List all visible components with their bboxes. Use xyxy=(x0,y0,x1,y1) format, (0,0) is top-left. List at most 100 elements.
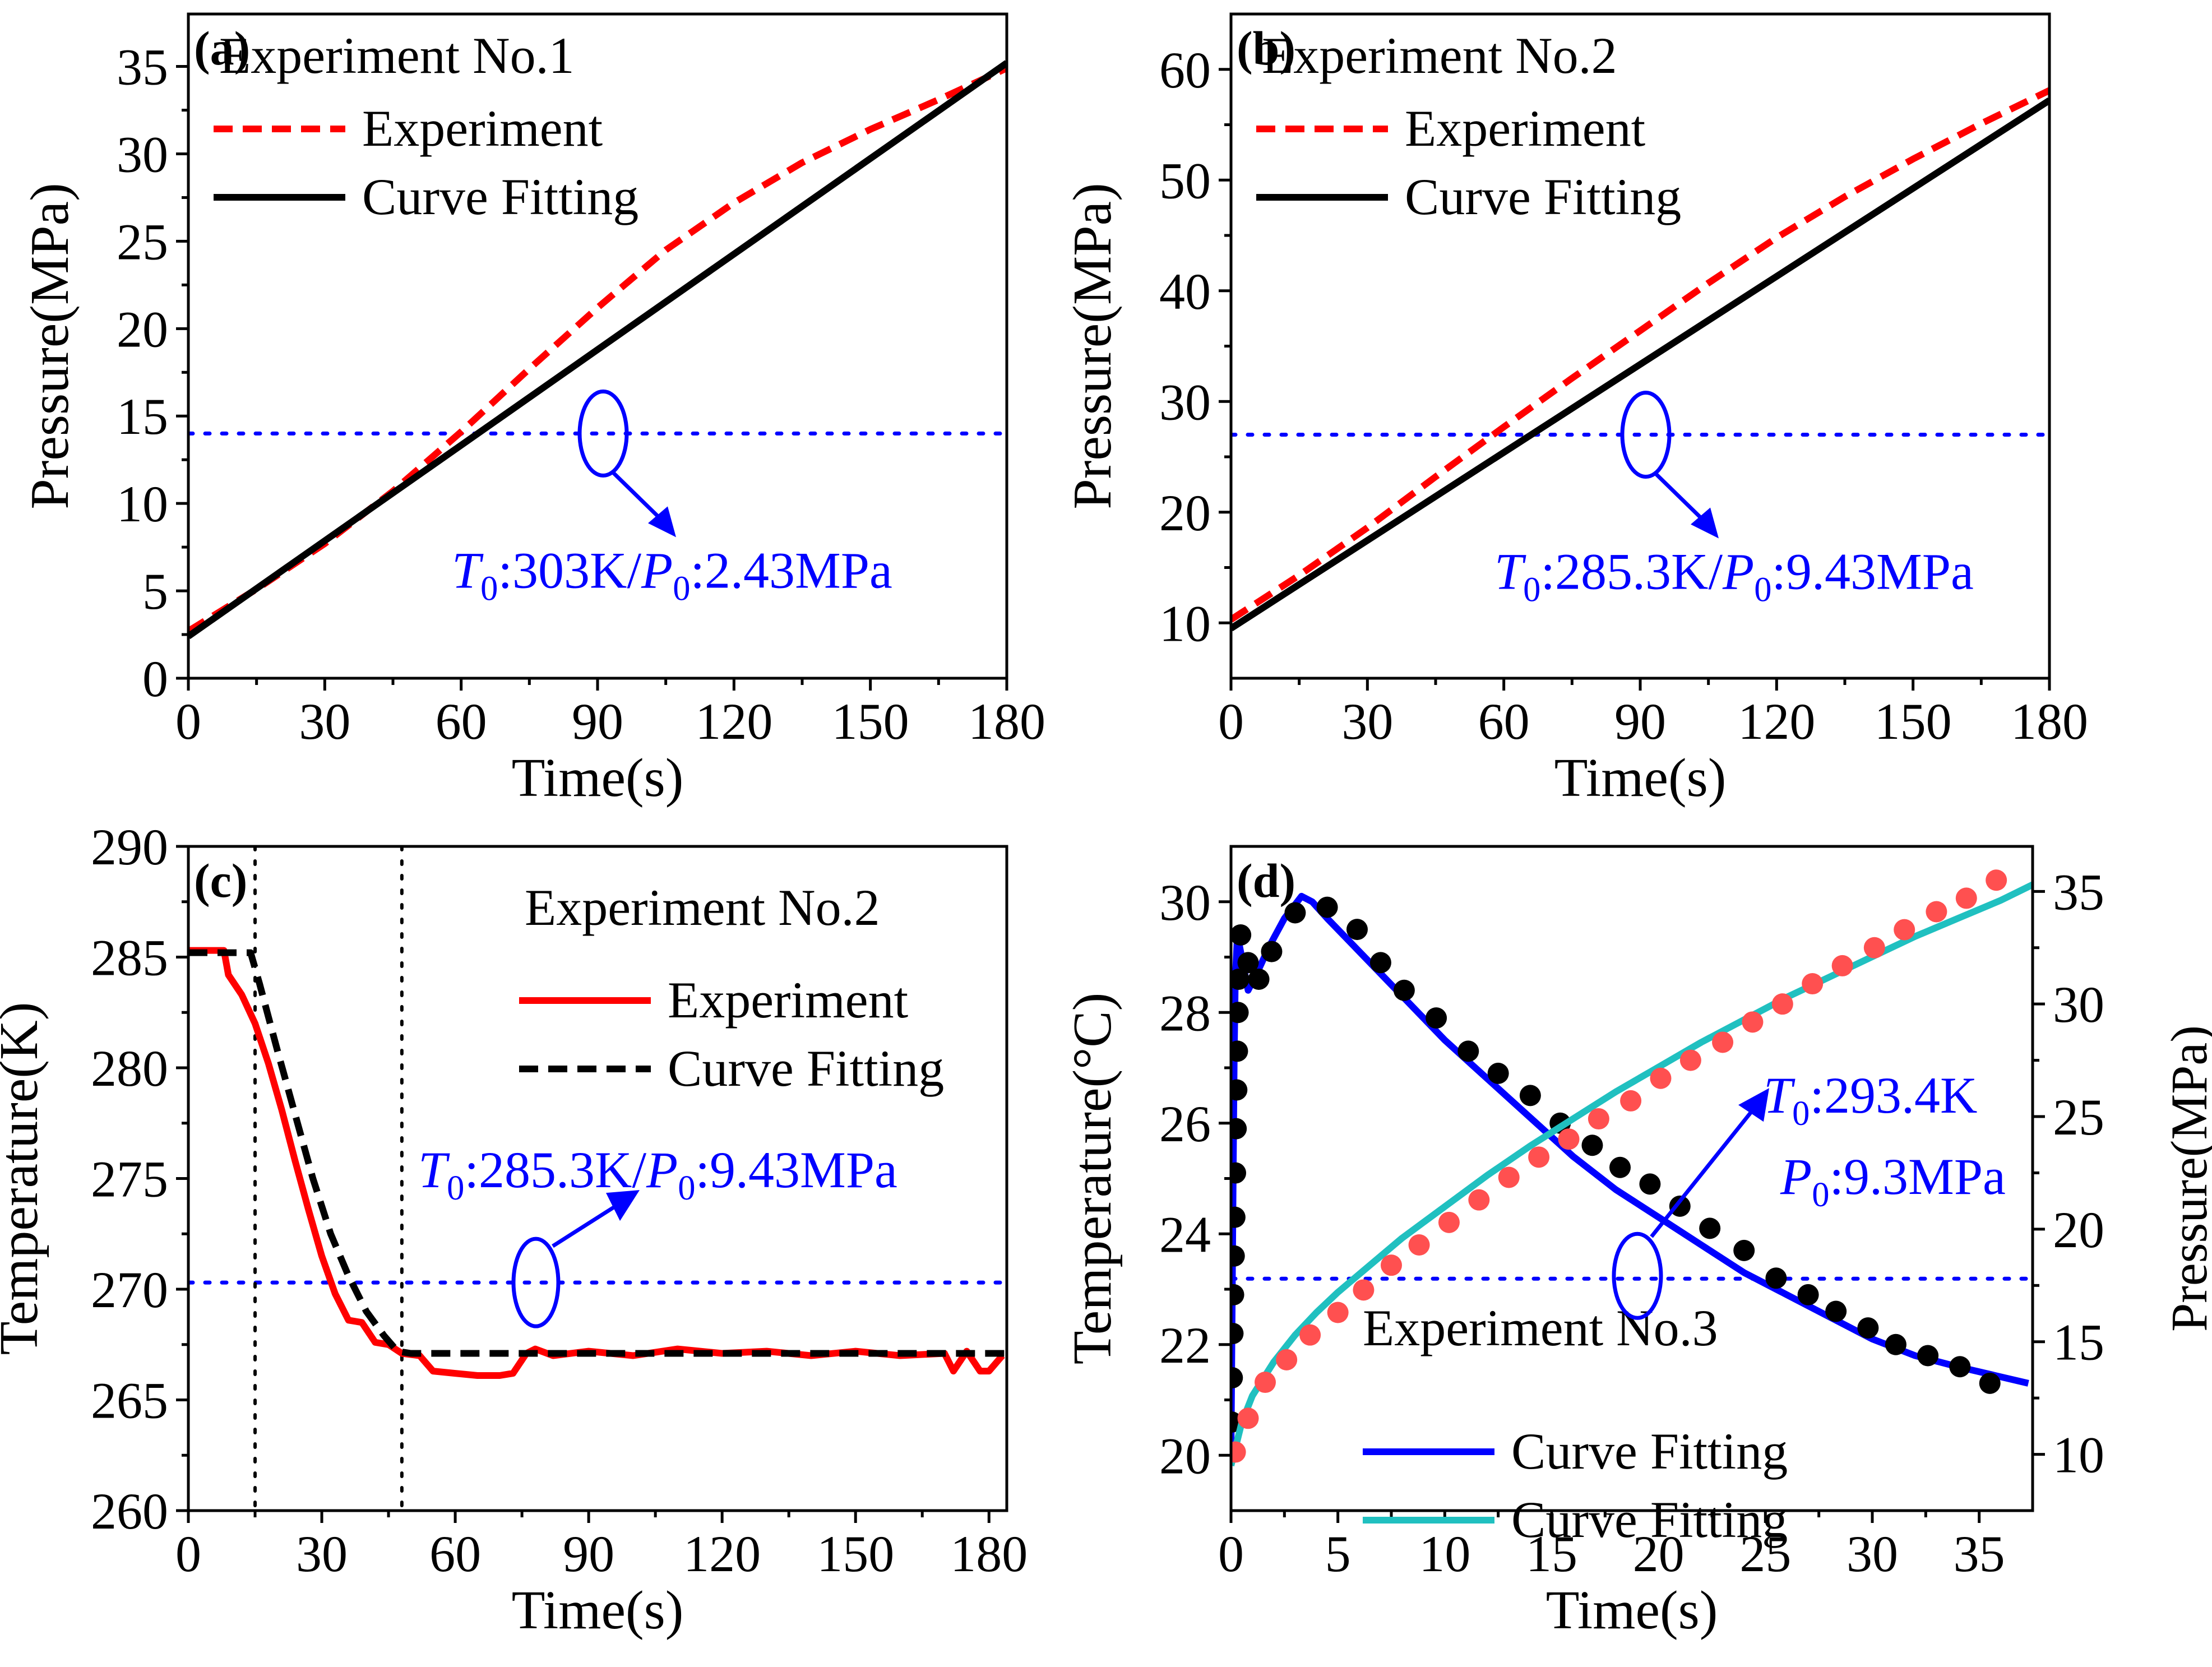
y-right-tick-label: 35 xyxy=(2053,863,2104,920)
data-point xyxy=(1237,1407,1259,1429)
x-tick-label: 20 xyxy=(1633,1525,1685,1582)
data-point xyxy=(1231,1245,1245,1267)
x-tick-label: 60 xyxy=(1478,693,1530,750)
annotation-text-part: P xyxy=(641,541,673,599)
legend-entry-label: Experiment xyxy=(668,971,909,1029)
y-right-tick-label: 15 xyxy=(2053,1314,2104,1371)
data-point xyxy=(1231,969,1250,990)
annotation-text-part: 0 xyxy=(1754,570,1771,609)
annotation-text-part: P xyxy=(646,1141,678,1198)
x-tick-label: 15 xyxy=(1526,1525,1577,1582)
y-tick-label: 270 xyxy=(91,1261,168,1318)
data-point xyxy=(1327,1302,1349,1323)
data-point xyxy=(1231,1367,1243,1388)
y-tick-label: 24 xyxy=(1159,1206,1211,1263)
annotation-arrow-line xyxy=(612,471,661,519)
y-tick-label: 40 xyxy=(1159,263,1211,320)
data-point xyxy=(1581,1135,1603,1156)
data-point xyxy=(1712,1031,1734,1053)
data-point xyxy=(1261,941,1283,962)
y-axis-label: Temperature(°C) xyxy=(1062,993,1123,1365)
annotation-text-part: 0 xyxy=(1812,1175,1829,1214)
y-tick-label: 0 xyxy=(142,650,168,707)
annotation-text: T0:303K/P0:2.43MPa xyxy=(452,541,892,608)
data-point xyxy=(1733,1239,1755,1261)
legend-title: Experiment No.2 xyxy=(525,879,880,936)
x-tick-label: 10 xyxy=(1419,1525,1470,1582)
annotation-text-part: P xyxy=(1780,1148,1812,1205)
annotation-text-part: :9.43MPa xyxy=(696,1141,897,1198)
y-tick-label: 20 xyxy=(1159,484,1211,541)
data-point xyxy=(1408,1234,1430,1256)
panel-2: 0 30 60 90 120 150 180 260 265 270 275 280 285 290 Tim… xyxy=(0,818,1028,1641)
data-point xyxy=(1248,969,1270,990)
x-tick-label: 0 xyxy=(1218,1525,1244,1582)
annotation-ellipse xyxy=(511,1237,561,1328)
y-axis-label: Pressure(MPa) xyxy=(1062,183,1123,509)
annotation-arrow-line xyxy=(552,1205,616,1248)
legend-entry-label: Curve Fitting xyxy=(1405,168,1681,225)
annotation-arrow-line xyxy=(1654,472,1704,521)
x-axis-label: Time(s) xyxy=(1546,1580,1718,1641)
data-point xyxy=(1765,1267,1787,1289)
series-line xyxy=(188,60,1007,640)
data-point xyxy=(1857,1317,1879,1339)
y-tick-label: 10 xyxy=(117,475,168,532)
x-tick-label: 90 xyxy=(1614,693,1666,750)
y-right-tick-label: 10 xyxy=(2053,1427,2104,1484)
series-line xyxy=(1231,87,2049,623)
panel-0: 0 30 60 90 120 150 180 0 5 10 15 20 25 30 35 Time(s) Pre… xyxy=(20,12,1045,808)
y-tick-label: 30 xyxy=(1159,874,1211,931)
x-tick-label: 180 xyxy=(968,693,1045,750)
y-axis-label: Temperature(K) xyxy=(0,1002,49,1355)
y-tick-label: 26 xyxy=(1159,1095,1211,1152)
data-point xyxy=(1498,1166,1520,1188)
y-tick-label: 20 xyxy=(1159,1427,1211,1484)
legend-entry-label: Curve Fitting xyxy=(362,168,638,225)
annotation-text-part: T xyxy=(1494,543,1526,600)
data-point xyxy=(1894,919,1915,941)
x-tick-label: 30 xyxy=(1341,693,1393,750)
data-point xyxy=(1620,1090,1642,1112)
data-point xyxy=(1255,1372,1276,1393)
data-point xyxy=(1825,1300,1847,1322)
series-line xyxy=(188,949,1007,1357)
x-tick-label: 150 xyxy=(1875,693,1952,750)
x-tick-label: 35 xyxy=(1954,1525,2005,1582)
x-tick-label: 0 xyxy=(1218,693,1244,750)
y-tick-label: 25 xyxy=(117,213,168,270)
x-tick-label: 180 xyxy=(2011,693,2088,750)
data-point xyxy=(1438,1211,1460,1233)
y-tick-label: 50 xyxy=(1159,152,1211,209)
data-point xyxy=(1949,1356,1971,1378)
data-point xyxy=(1393,979,1415,1001)
y-tick-label: 30 xyxy=(1159,373,1211,430)
data-point xyxy=(1231,1118,1247,1140)
plot-area xyxy=(188,60,1007,640)
data-point xyxy=(1669,1195,1691,1217)
data-point xyxy=(1650,1067,1672,1089)
annotation-text-part: 0 xyxy=(673,568,690,608)
annotation-text-part: 0 xyxy=(480,568,498,608)
legend-title: Experiment No.3 xyxy=(1363,1299,1718,1356)
annotation-arrowhead xyxy=(606,1190,640,1221)
x-tick-label: 90 xyxy=(563,1525,614,1582)
data-point xyxy=(1699,1217,1721,1239)
annotation-text-part: :2.43MPa xyxy=(691,541,892,599)
y-tick-label: 35 xyxy=(117,39,168,96)
data-point xyxy=(1231,924,1252,946)
x-tick-label: 150 xyxy=(832,693,909,750)
annotation-text-part: T xyxy=(1764,1067,1795,1124)
series-line xyxy=(1231,97,2049,632)
data-point xyxy=(1802,973,1824,995)
annotation-text-part: :293.4K xyxy=(1810,1067,1977,1124)
data-point xyxy=(1284,902,1306,924)
data-point xyxy=(1346,919,1368,941)
y-tick-label: 20 xyxy=(117,300,168,358)
y-tick-label: 30 xyxy=(117,126,168,183)
legend-title: Experiment No.1 xyxy=(219,27,575,84)
annotation-text: P0:9.3MPa xyxy=(1780,1148,2006,1214)
y-tick-label: 265 xyxy=(91,1372,168,1429)
data-point xyxy=(1986,869,2007,891)
data-point xyxy=(1742,1011,1764,1033)
